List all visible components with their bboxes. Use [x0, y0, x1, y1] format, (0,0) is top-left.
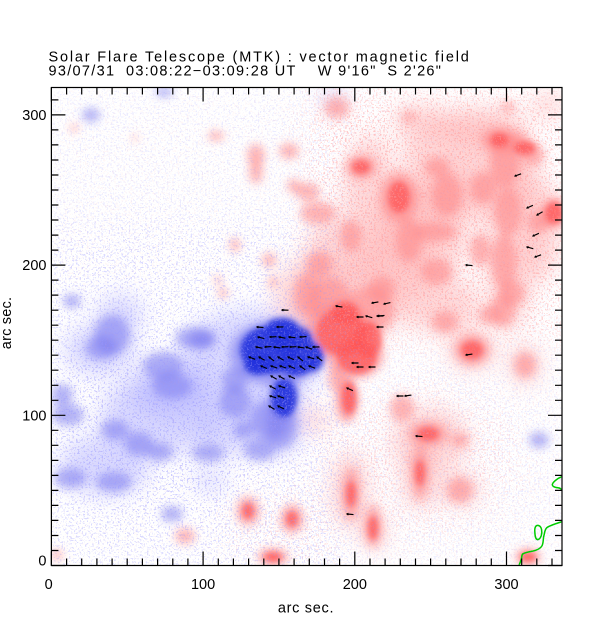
svg-text:200: 200: [22, 258, 46, 274]
svg-text:100: 100: [22, 408, 46, 424]
svg-text:0: 0: [45, 577, 53, 593]
svg-text:0: 0: [38, 554, 46, 570]
svg-text:arc sec.: arc sec.: [0, 297, 15, 349]
svg-text:300: 300: [494, 577, 518, 593]
svg-text:93/07/31 03:08:22−03:09:28 UT: 93/07/31 03:08:22−03:09:28 UT W 9'16" S …: [49, 64, 443, 80]
svg-text:100: 100: [191, 577, 215, 593]
svg-text:200: 200: [343, 577, 367, 593]
svg-text:Solar Flare Telescope (MTK) :: Solar Flare Telescope (MTK) : vector mag…: [49, 50, 471, 66]
svg-text:300: 300: [22, 108, 46, 124]
svg-text:arc sec.: arc sec.: [278, 601, 334, 617]
